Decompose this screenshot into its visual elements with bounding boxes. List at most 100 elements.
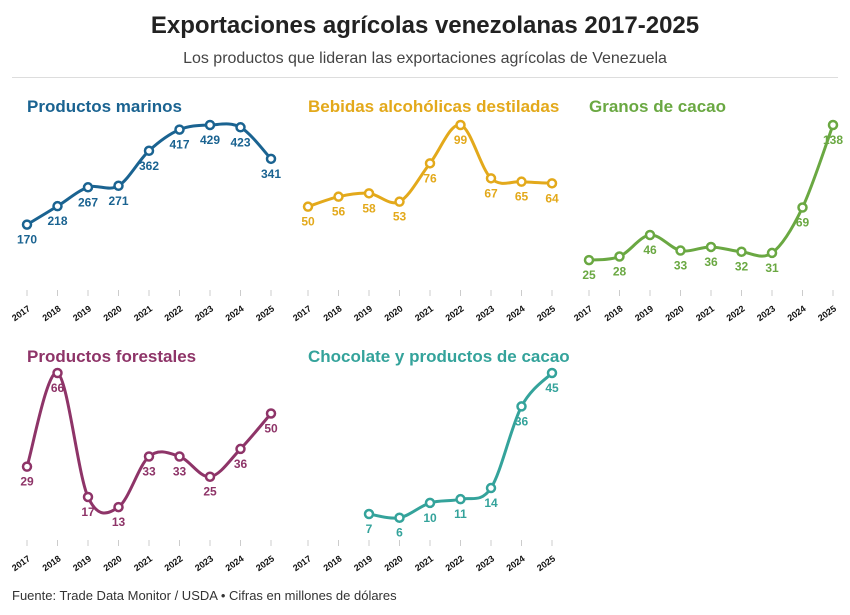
data-label: 31 xyxy=(765,261,779,275)
x-tick-label: 2023 xyxy=(474,553,496,573)
data-point xyxy=(455,493,466,505)
x-tick-label: 2021 xyxy=(132,303,154,323)
x-tick-label: 2024 xyxy=(505,553,527,573)
x-tick-label: 2022 xyxy=(725,303,747,323)
data-point xyxy=(82,491,94,503)
data-label: 65 xyxy=(515,190,529,204)
data-point xyxy=(485,482,497,494)
x-tick-label: 2019 xyxy=(633,303,655,323)
data-point xyxy=(204,119,216,131)
source-note: Fuente: Trade Data Monitor / USDA • Cifr… xyxy=(12,588,397,603)
data-label: 10 xyxy=(423,511,437,525)
data-point xyxy=(394,196,405,207)
data-point xyxy=(143,451,155,462)
x-tick-label: 2018 xyxy=(41,303,63,323)
x-tick-label: 2018 xyxy=(603,303,625,323)
data-label: 218 xyxy=(47,214,67,228)
x-tick-label: 2025 xyxy=(816,303,838,323)
x-tick-label: 2018 xyxy=(322,303,344,323)
data-point xyxy=(546,178,558,189)
x-tick-label: 2023 xyxy=(474,303,496,323)
data-label: 417 xyxy=(169,138,189,152)
data-label: 76 xyxy=(423,171,437,185)
x-tick-label: 2022 xyxy=(444,553,466,573)
data-point xyxy=(363,188,375,199)
x-tick-label: 2020 xyxy=(383,553,405,573)
data-label: 46 xyxy=(643,243,657,257)
data-label: 170 xyxy=(17,233,37,247)
data-point xyxy=(797,202,808,213)
data-label: 33 xyxy=(142,465,156,479)
x-tick-label: 2024 xyxy=(505,303,527,323)
x-tick-label: 2022 xyxy=(163,303,185,323)
panel-title: Productos forestales xyxy=(27,347,196,366)
data-label: 29 xyxy=(20,475,34,489)
data-point xyxy=(516,176,527,187)
panel-title: Chocolate y productos de cacao xyxy=(308,347,570,366)
data-point xyxy=(363,508,375,520)
chart-title: Exportaciones agrícolas venezolanas 2017… xyxy=(150,12,700,39)
x-tick-label: 2022 xyxy=(163,553,185,573)
x-tick-label: 2017 xyxy=(10,303,32,323)
data-label: 50 xyxy=(264,421,278,435)
panel-2: Granos de cacao 2017 2018 2019 2020 2021 2022 2… xyxy=(572,97,843,323)
x-tick-label: 2021 xyxy=(413,553,435,573)
panel-title: Bebidas alcohólicas destiladas xyxy=(308,97,559,116)
x-tick-label: 2020 xyxy=(383,303,405,323)
x-tick-label: 2024 xyxy=(786,303,808,323)
panel-0: Productos marinos 2017 2018 2019 2020 2021 202… xyxy=(10,97,281,323)
x-tick-label: 2017 xyxy=(572,303,594,323)
panel-4: Chocolate y productos de cacao 2017 2018 20… xyxy=(291,347,570,573)
data-point xyxy=(52,367,63,379)
data-label: 56 xyxy=(332,205,346,219)
data-point xyxy=(766,247,778,259)
data-point xyxy=(52,200,63,212)
panel-1: Bebidas alcohólicas destiladas 2017 2018 20… xyxy=(291,97,559,323)
data-label: 429 xyxy=(200,133,220,147)
data-point xyxy=(827,119,839,131)
data-label: 45 xyxy=(545,381,559,395)
data-point xyxy=(204,471,216,482)
data-point xyxy=(644,229,656,241)
data-point xyxy=(424,497,436,509)
x-tick-label: 2017 xyxy=(291,553,313,573)
data-label: 36 xyxy=(515,414,529,428)
data-label: 58 xyxy=(362,201,376,215)
panel-title: Granos de cacao xyxy=(589,97,726,116)
data-label: 341 xyxy=(261,167,281,181)
data-point xyxy=(174,124,185,135)
x-tick-label: 2019 xyxy=(71,303,93,323)
data-point xyxy=(265,153,277,165)
x-tick-label: 2025 xyxy=(535,553,557,573)
data-label: 11 xyxy=(454,507,467,521)
panel-title: Productos marinos xyxy=(27,97,182,116)
data-label: 32 xyxy=(735,260,749,274)
data-point xyxy=(174,451,185,462)
data-label: 36 xyxy=(704,255,718,269)
data-label: 67 xyxy=(484,186,498,200)
data-label: 50 xyxy=(301,215,315,229)
x-tick-label: 2019 xyxy=(352,553,374,573)
x-tick-label: 2021 xyxy=(413,303,435,323)
panel-3: Productos forestales 2017 2018 2019 2020 2021… xyxy=(10,347,278,573)
data-label: 99 xyxy=(454,133,468,147)
data-label: 69 xyxy=(796,216,810,230)
x-tick-label: 2020 xyxy=(664,303,686,323)
data-label: 6 xyxy=(396,526,403,540)
data-point xyxy=(113,180,124,192)
data-point xyxy=(455,119,466,131)
data-point xyxy=(705,241,717,253)
data-point xyxy=(302,201,314,212)
x-tick-label: 2020 xyxy=(102,303,124,323)
data-point xyxy=(485,173,497,184)
divider xyxy=(12,77,838,78)
data-point xyxy=(143,145,155,157)
data-label: 17 xyxy=(81,505,95,519)
x-tick-label: 2021 xyxy=(132,553,154,573)
x-tick-label: 2019 xyxy=(352,303,374,323)
data-point xyxy=(235,443,246,455)
data-label: 33 xyxy=(173,465,187,479)
data-point xyxy=(675,245,686,256)
